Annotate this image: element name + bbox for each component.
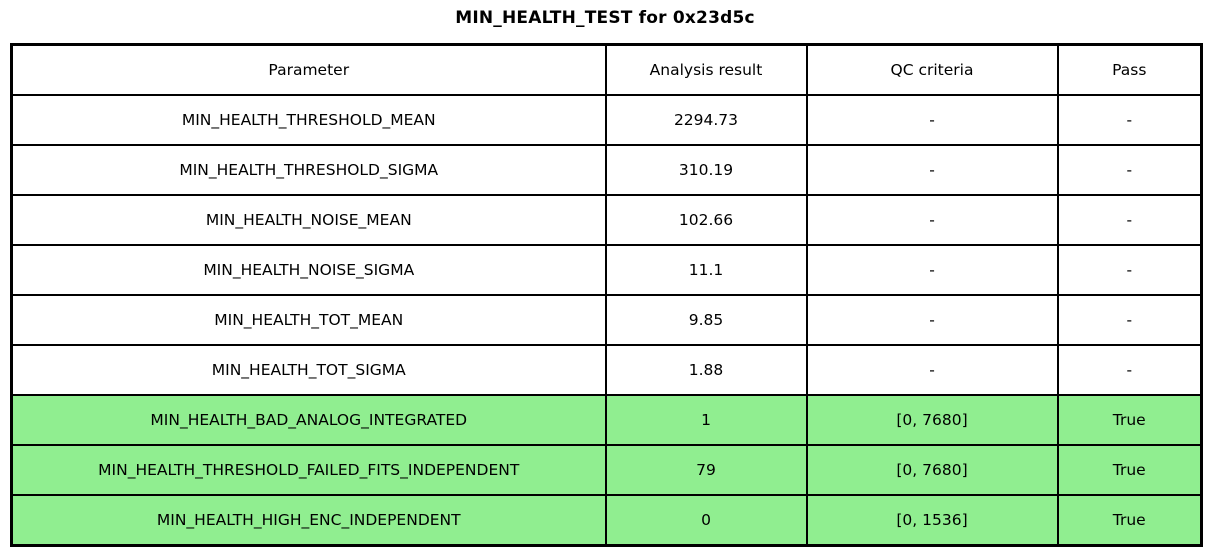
parameter-cell: MIN_HEALTH_THRESHOLD_FAILED_FITS_INDEPEN… [10, 444, 607, 496]
pass-cell: - [1056, 294, 1203, 346]
table-row: MIN_HEALTH_NOISE_MEAN 102.66 - - [10, 194, 1203, 246]
parameter-cell: MIN_HEALTH_THRESHOLD_SIGMA [10, 144, 607, 196]
parameter-cell: MIN_HEALTH_TOT_MEAN [10, 294, 607, 346]
result-cell: 79 [604, 444, 808, 496]
table-row-passed: MIN_HEALTH_HIGH_ENC_INDEPENDENT 0 [0, 15… [10, 494, 1203, 547]
pass-cell: True [1056, 444, 1203, 496]
parameter-cell: MIN_HEALTH_NOISE_MEAN [10, 194, 607, 246]
column-header-parameter: Parameter [10, 43, 607, 96]
pass-cell: True [1056, 494, 1203, 547]
pass-cell: - [1056, 244, 1203, 296]
column-header-qc-criteria: QC criteria [805, 43, 1059, 96]
table-row-passed: MIN_HEALTH_BAD_ANALOG_INTEGRATED 1 [0, 7… [10, 394, 1203, 446]
parameter-cell: MIN_HEALTH_NOISE_SIGMA [10, 244, 607, 296]
table-row: MIN_HEALTH_TOT_SIGMA 1.88 - - [10, 344, 1203, 396]
pass-cell: - [1056, 344, 1203, 396]
pass-cell: - [1056, 94, 1203, 146]
qc-criteria-cell: - [805, 94, 1059, 146]
result-cell: 310.19 [604, 144, 808, 196]
page-title: MIN_HEALTH_TEST for 0x23d5c [455, 8, 755, 28]
qc-criteria-cell: [0, 7680] [805, 394, 1059, 446]
table-row: MIN_HEALTH_TOT_MEAN 9.85 - - [10, 294, 1203, 346]
parameter-cell: MIN_HEALTH_BAD_ANALOG_INTEGRATED [10, 394, 607, 446]
result-cell: 9.85 [604, 294, 808, 346]
table-header-row: Parameter Analysis result QC criteria Pa… [10, 43, 1203, 96]
qc-criteria-cell: [0, 7680] [805, 444, 1059, 496]
qc-results-table: Parameter Analysis result QC criteria Pa… [10, 43, 1203, 547]
column-header-analysis-result: Analysis result [604, 43, 808, 96]
pass-cell: - [1056, 144, 1203, 196]
table-row: MIN_HEALTH_THRESHOLD_MEAN 2294.73 - - [10, 94, 1203, 146]
table-row-passed: MIN_HEALTH_THRESHOLD_FAILED_FITS_INDEPEN… [10, 444, 1203, 496]
pass-cell: True [1056, 394, 1203, 446]
qc-criteria-cell: - [805, 144, 1059, 196]
result-cell: 1.88 [604, 344, 808, 396]
qc-criteria-cell: - [805, 294, 1059, 346]
result-cell: 102.66 [604, 194, 808, 246]
parameter-cell: MIN_HEALTH_TOT_SIGMA [10, 344, 607, 396]
table-row: MIN_HEALTH_THRESHOLD_SIGMA 310.19 - - [10, 144, 1203, 196]
parameter-cell: MIN_HEALTH_THRESHOLD_MEAN [10, 94, 607, 146]
result-cell: 0 [604, 494, 808, 547]
qc-criteria-cell: - [805, 344, 1059, 396]
parameter-cell: MIN_HEALTH_HIGH_ENC_INDEPENDENT [10, 494, 607, 547]
qc-criteria-cell: - [805, 194, 1059, 246]
result-cell: 2294.73 [604, 94, 808, 146]
column-header-pass: Pass [1056, 43, 1203, 96]
table-row: MIN_HEALTH_NOISE_SIGMA 11.1 - - [10, 244, 1203, 296]
result-cell: 11.1 [604, 244, 808, 296]
pass-cell: - [1056, 194, 1203, 246]
qc-criteria-cell: - [805, 244, 1059, 296]
result-cell: 1 [604, 394, 808, 446]
qc-criteria-cell: [0, 1536] [805, 494, 1059, 547]
